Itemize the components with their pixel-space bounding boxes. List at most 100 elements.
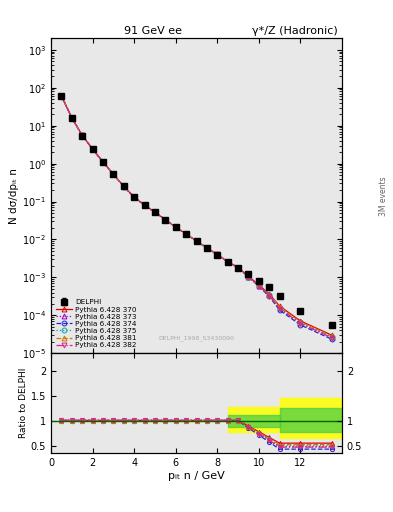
Pythia 6.428 381 xyxy=(257,282,261,288)
Pythia 6.428 381 xyxy=(184,231,189,237)
Pythia 6.428 382 xyxy=(204,245,209,251)
Pythia 6.428 381 xyxy=(298,319,303,325)
Pythia 6.428 375 xyxy=(194,238,199,244)
Pythia 6.428 374 xyxy=(70,115,74,121)
Pythia 6.428 382 xyxy=(101,159,105,165)
Pythia 6.428 382 xyxy=(90,146,95,152)
Pythia 6.428 375 xyxy=(267,292,272,298)
Pythia 6.428 375 xyxy=(152,209,157,216)
Pythia 6.428 374 xyxy=(173,224,178,230)
Line: Pythia 6.428 381: Pythia 6.428 381 xyxy=(59,94,334,338)
Pythia 6.428 374 xyxy=(59,93,64,99)
Pythia 6.428 375 xyxy=(90,146,95,152)
Pythia 6.428 374 xyxy=(236,265,241,271)
Pythia 6.428 370 xyxy=(194,238,199,244)
Pythia 6.428 381 xyxy=(215,251,220,258)
Pythia 6.428 382 xyxy=(236,265,241,271)
Pythia 6.428 370 xyxy=(204,245,209,251)
Pythia 6.428 374 xyxy=(163,217,168,223)
Pythia 6.428 382 xyxy=(215,251,220,258)
Pythia 6.428 381 xyxy=(111,172,116,178)
Pythia 6.428 374 xyxy=(277,307,282,313)
Pythia 6.428 375 xyxy=(257,283,261,289)
Pythia 6.428 382 xyxy=(225,259,230,265)
Pythia 6.428 375 xyxy=(59,93,64,99)
Pythia 6.428 375 xyxy=(246,273,251,280)
Pythia 6.428 374 xyxy=(152,209,157,216)
Pythia 6.428 370 xyxy=(298,318,303,324)
Pythia 6.428 370 xyxy=(225,259,230,265)
Pythia 6.428 370 xyxy=(59,93,64,99)
Pythia 6.428 381 xyxy=(173,224,178,230)
Pythia 6.428 374 xyxy=(298,322,303,328)
Pythia 6.428 370 xyxy=(246,273,251,280)
Pythia 6.428 375 xyxy=(225,259,230,265)
Pythia 6.428 374 xyxy=(111,172,116,178)
Pythia 6.428 373 xyxy=(152,209,157,215)
Pythia 6.428 374 xyxy=(80,133,84,139)
Pythia 6.428 381 xyxy=(225,259,230,265)
Pythia 6.428 375 xyxy=(329,333,334,339)
Pythia 6.428 382 xyxy=(257,283,261,289)
Pythia 6.428 370 xyxy=(101,159,105,165)
Pythia 6.428 381 xyxy=(59,93,64,99)
Text: 3M events: 3M events xyxy=(379,176,387,216)
Pythia 6.428 381 xyxy=(70,115,74,121)
Pythia 6.428 370 xyxy=(329,332,334,338)
Pythia 6.428 370 xyxy=(111,171,116,177)
Pythia 6.428 375 xyxy=(132,194,136,200)
Pythia 6.428 374 xyxy=(329,336,334,342)
Pythia 6.428 370 xyxy=(121,183,126,189)
Pythia 6.428 382 xyxy=(163,217,168,223)
Pythia 6.428 373 xyxy=(111,171,116,177)
Pythia 6.428 382 xyxy=(121,183,126,189)
Pythia 6.428 373 xyxy=(59,93,64,99)
Pythia 6.428 381 xyxy=(267,291,272,297)
Pythia 6.428 374 xyxy=(121,183,126,189)
Pythia 6.428 370 xyxy=(132,194,136,200)
Pythia 6.428 374 xyxy=(142,202,147,208)
Pythia 6.428 373 xyxy=(132,194,136,200)
Pythia 6.428 382 xyxy=(277,306,282,312)
Pythia 6.428 381 xyxy=(204,245,209,251)
Pythia 6.428 374 xyxy=(246,274,251,280)
Y-axis label: N dσ/dpᵢₜ n: N dσ/dpᵢₜ n xyxy=(9,168,19,224)
Pythia 6.428 382 xyxy=(173,224,178,230)
Pythia 6.428 373 xyxy=(184,231,189,237)
Line: Pythia 6.428 382: Pythia 6.428 382 xyxy=(59,94,334,340)
Pythia 6.428 375 xyxy=(121,183,126,189)
Pythia 6.428 370 xyxy=(257,282,261,288)
Pythia 6.428 373 xyxy=(194,238,199,244)
Pythia 6.428 381 xyxy=(194,238,199,244)
Pythia 6.428 375 xyxy=(184,231,189,237)
Pythia 6.428 375 xyxy=(111,172,116,178)
Pythia 6.428 373 xyxy=(70,115,74,121)
Pythia 6.428 374 xyxy=(184,231,189,237)
Pythia 6.428 375 xyxy=(70,115,74,121)
Pythia 6.428 370 xyxy=(267,291,272,297)
Pythia 6.428 382 xyxy=(152,209,157,215)
Pythia 6.428 381 xyxy=(236,265,241,271)
X-axis label: pᵢₜ n / GeV: pᵢₜ n / GeV xyxy=(168,471,225,481)
Pythia 6.428 382 xyxy=(132,194,136,200)
Pythia 6.428 373 xyxy=(90,146,95,152)
Pythia 6.428 370 xyxy=(142,202,147,208)
Text: DELPHI_1998_S3430090: DELPHI_1998_S3430090 xyxy=(158,335,235,340)
Pythia 6.428 382 xyxy=(70,115,74,121)
Pythia 6.428 373 xyxy=(277,305,282,311)
Pythia 6.428 375 xyxy=(101,159,105,165)
Pythia 6.428 381 xyxy=(246,273,251,280)
Pythia 6.428 375 xyxy=(215,251,220,258)
Pythia 6.428 370 xyxy=(163,217,168,223)
Pythia 6.428 373 xyxy=(329,334,334,340)
Pythia 6.428 373 xyxy=(257,283,261,289)
Pythia 6.428 382 xyxy=(329,334,334,340)
Pythia 6.428 370 xyxy=(184,231,189,237)
Pythia 6.428 374 xyxy=(204,245,209,251)
Pythia 6.428 382 xyxy=(194,238,199,244)
Pythia 6.428 382 xyxy=(298,321,303,327)
Line: Pythia 6.428 375: Pythia 6.428 375 xyxy=(59,94,334,339)
Pythia 6.428 370 xyxy=(80,133,84,139)
Pythia 6.428 373 xyxy=(173,224,178,230)
Pythia 6.428 375 xyxy=(80,133,84,139)
